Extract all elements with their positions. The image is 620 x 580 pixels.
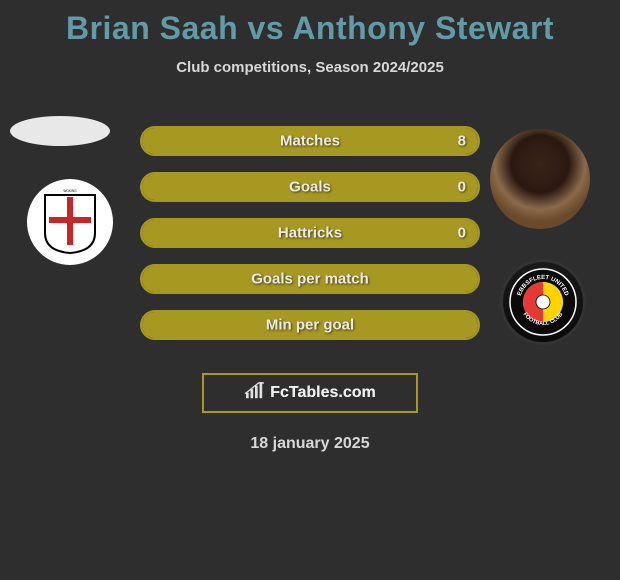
stat-label: Min per goal: [142, 317, 478, 334]
stat-label: Hattricks: [142, 225, 478, 242]
brand-label: FcTables.com: [270, 384, 376, 402]
player-right-avatar: [490, 129, 590, 229]
subtitle: Club competitions, Season 2024/2025: [0, 59, 620, 76]
ebbsfleet-crest: EBBSFLEET UNITED FOOTBALL CLUB: [500, 259, 586, 345]
woking-crest-icon: WOKING: [41, 189, 99, 255]
stat-value-right: 0: [458, 225, 466, 242]
stat-label: Goals per match: [142, 271, 478, 288]
stat-bars: Matches8Goals0Hattricks0Goals per matchM…: [140, 126, 480, 356]
bar-chart-icon: [244, 382, 266, 405]
woking-crest: WOKING: [27, 179, 113, 265]
comparison-panel: WOKING EBBSFLEET UNITED FOOTBALL CLUB: [0, 111, 620, 371]
brand-badge: FcTables.com: [202, 373, 418, 413]
stat-bar: Matches8: [140, 126, 480, 156]
ebbsfleet-crest-icon: EBBSFLEET UNITED FOOTBALL CLUB: [508, 267, 578, 337]
date-label: 18 january 2025: [0, 435, 620, 453]
stat-label: Matches: [142, 133, 478, 150]
stat-label: Goals: [142, 179, 478, 196]
stat-value-right: 8: [458, 133, 466, 150]
stat-bar: Goals per match: [140, 264, 480, 294]
player-left-avatar: [10, 116, 110, 146]
svg-text:WOKING: WOKING: [63, 189, 77, 193]
stat-bar: Min per goal: [140, 310, 480, 340]
stat-bar: Hattricks0: [140, 218, 480, 248]
stat-bar: Goals0: [140, 172, 480, 202]
stat-value-right: 0: [458, 179, 466, 196]
page-title: Brian Saah vs Anthony Stewart: [0, 0, 620, 47]
